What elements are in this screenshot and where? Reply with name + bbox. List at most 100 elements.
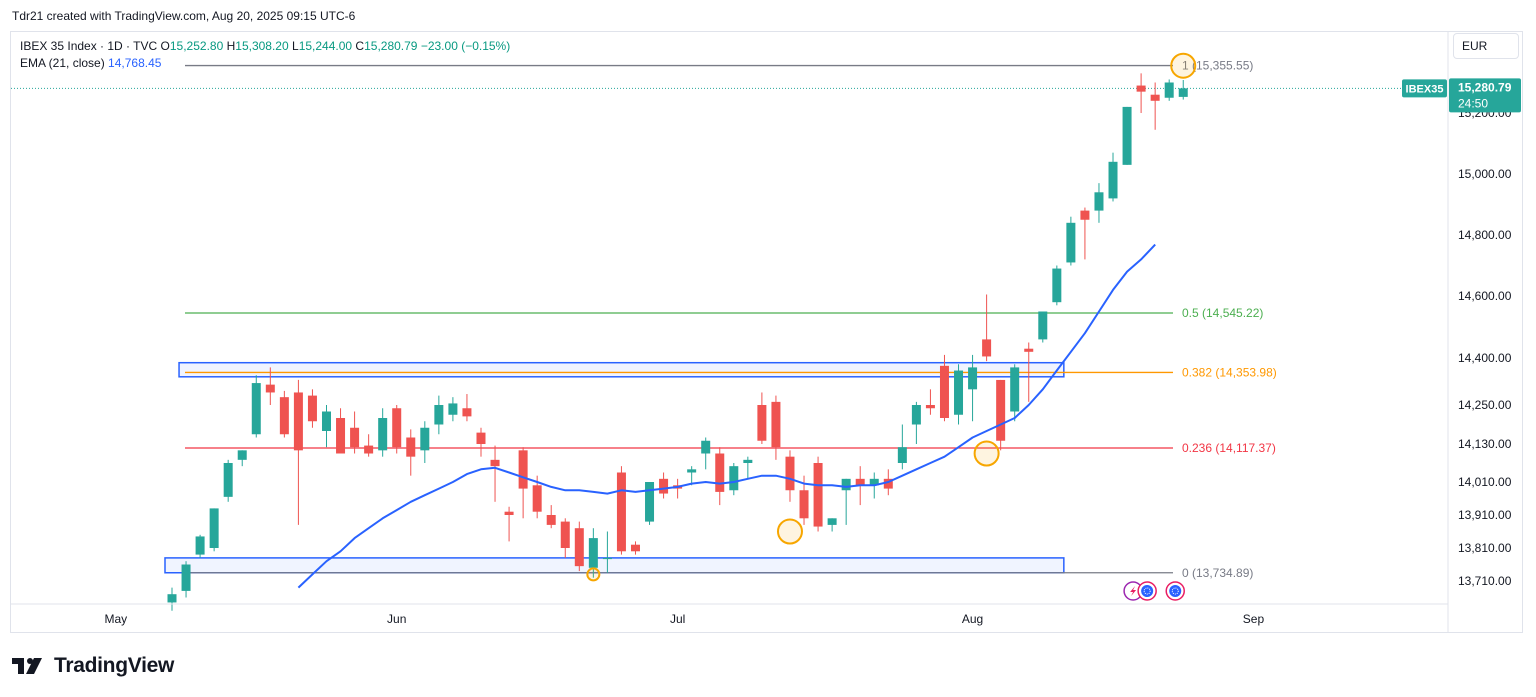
candle <box>546 505 556 529</box>
candle-body <box>350 427 360 448</box>
candle <box>265 367 275 405</box>
candle-body <box>1080 210 1090 220</box>
candle-body <box>504 511 514 515</box>
ema-line <box>297 243 1156 589</box>
ticker-badge-bg <box>1402 79 1447 98</box>
ticker-badge: IBEX35 <box>1402 79 1447 98</box>
candle <box>968 354 978 422</box>
rectangle-zones[interactable] <box>164 361 1065 574</box>
candle <box>574 521 584 572</box>
candle-body <box>602 557 612 560</box>
candle-body <box>645 482 655 522</box>
highlight-circle <box>776 518 803 545</box>
close-value: 15,280.79 <box>364 39 418 53</box>
candle <box>560 518 570 558</box>
candle-body <box>588 538 598 568</box>
last-price-badge: 15,280.79 24:50 <box>1449 78 1521 113</box>
candle-body <box>855 478 865 486</box>
chart-legend: IBEX 35 Index · 1D · TVC O15,252.80 H15,… <box>20 38 510 72</box>
candle-body <box>785 456 795 491</box>
chart-credit: Tdr21 created with TradingView.com, Aug … <box>12 9 356 23</box>
axes: 13,710.00 13,810.00 13,910.00 14,010.00 14,1… <box>11 32 1521 633</box>
candle <box>1052 265 1062 306</box>
candle <box>237 450 247 467</box>
candle-body <box>996 379 1006 441</box>
candle-body <box>265 384 275 393</box>
candle-body <box>968 367 978 390</box>
symbol-row: IBEX 35 Index · 1D · TVC O15,252.80 H15,… <box>20 38 510 55</box>
price-tick-label: 14,800.00 <box>1458 228 1512 242</box>
last-price-text: 15,280.79 <box>1458 80 1512 94</box>
tradingview-logo-icon <box>12 658 42 674</box>
candle <box>616 466 626 555</box>
candle <box>602 531 612 573</box>
candle <box>588 528 598 578</box>
fib-level-label: 0.236 (14,117.37) <box>1182 441 1276 455</box>
low-value: 15,244.00 <box>298 39 353 53</box>
candle <box>757 392 767 444</box>
candle-body <box>799 490 809 519</box>
candle-body <box>1136 85 1146 92</box>
brand-name: TradingView <box>54 654 175 677</box>
candle-body <box>1164 82 1174 98</box>
candle-body <box>743 459 753 463</box>
symbol-name[interactable]: IBEX 35 Index · 1D · TVC <box>20 39 158 53</box>
candle <box>659 472 669 499</box>
tradingview-logo: TradingView <box>12 654 174 678</box>
candle-body <box>1108 161 1118 199</box>
candle <box>715 447 725 506</box>
candle <box>729 463 739 496</box>
fib-level-label: 0.5 (14,545.22) <box>1182 306 1263 320</box>
candle <box>223 459 233 502</box>
close-label: C <box>355 39 365 53</box>
candle-body <box>237 450 247 460</box>
candle-body <box>378 418 388 451</box>
earnings-dot <box>1141 585 1154 597</box>
last-price-badge-bg <box>1449 78 1521 113</box>
candle-body <box>251 383 261 435</box>
candle-body <box>1094 192 1104 211</box>
candle-body <box>630 544 640 552</box>
candle-body <box>307 395 317 422</box>
price-tick-label: 14,130.00 <box>1458 437 1512 451</box>
candle <box>1024 342 1034 402</box>
candle <box>392 405 402 454</box>
candle-body <box>1038 311 1048 340</box>
candle <box>1178 79 1188 100</box>
candle <box>1094 183 1104 223</box>
candle <box>785 450 795 502</box>
candle <box>279 390 289 438</box>
candle <box>687 466 697 486</box>
candle-body <box>336 418 346 454</box>
highlight-circle <box>586 567 601 582</box>
candle <box>307 389 317 428</box>
price-tick-label: 13,910.00 <box>1458 508 1512 522</box>
candle-body <box>687 469 697 473</box>
fib-retracement[interactable]: 1 (15,355.55) 0.5 (14,545.22) 0.382 (14,35… <box>11 59 1448 580</box>
candle <box>476 427 486 457</box>
candle-body <box>813 463 823 527</box>
time-tick-label: May <box>104 612 127 626</box>
candle-body <box>925 405 935 409</box>
time-tick-label: Aug <box>962 612 983 626</box>
candle <box>504 506 514 542</box>
candle <box>321 405 331 448</box>
ema-label[interactable]: EMA (21, close) <box>20 56 105 70</box>
candle-body <box>532 485 542 512</box>
candle-body <box>1066 222 1076 263</box>
candle <box>462 394 472 422</box>
countdown-text: 24:50 <box>1458 96 1488 110</box>
candle-body <box>560 521 570 548</box>
candle-body <box>715 453 725 492</box>
currency-button[interactable]: EUR <box>1453 33 1519 59</box>
candle-body <box>518 450 528 489</box>
candle <box>209 508 219 552</box>
candle-body <box>701 440 711 454</box>
high-label: H <box>226 39 236 53</box>
candle <box>434 395 444 435</box>
candle <box>982 294 992 362</box>
candle-body <box>490 459 500 467</box>
candle <box>645 482 655 525</box>
chart-frame <box>10 31 1523 633</box>
